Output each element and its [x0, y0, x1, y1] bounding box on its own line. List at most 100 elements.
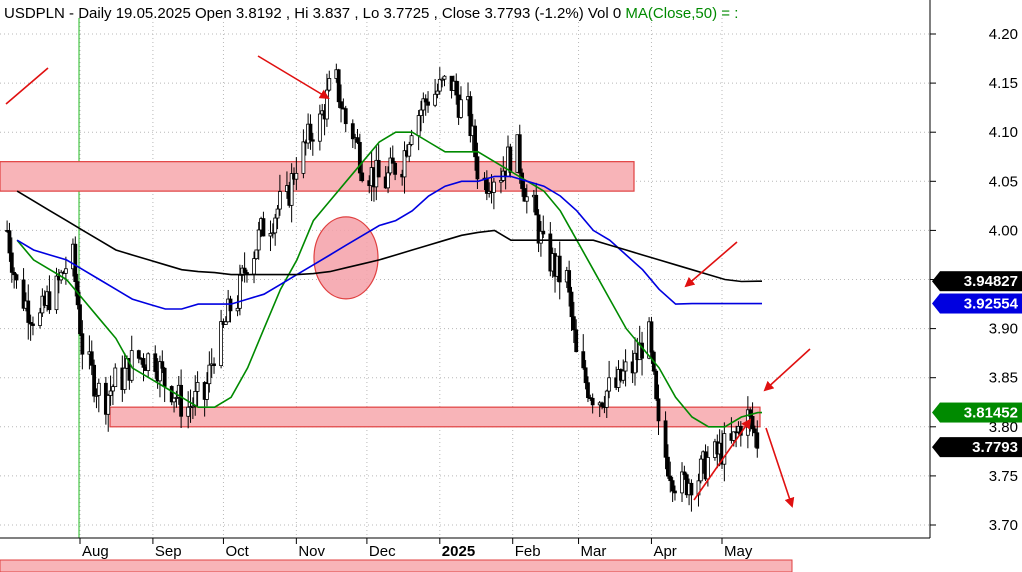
candle-body [235, 307, 240, 312]
header-date: 19.05.2025 [116, 5, 191, 22]
candle-body [158, 361, 162, 382]
candle-body [357, 141, 362, 174]
candle-body [310, 139, 315, 142]
header-close-label: Close [442, 5, 480, 22]
candle-body [623, 361, 628, 372]
x-tick-label: Apr [653, 543, 676, 560]
candle-body [499, 180, 503, 183]
candle-body [350, 123, 355, 140]
candle-body [640, 342, 644, 359]
price-tag-label: 3.7793 [972, 439, 1018, 456]
candle-body [275, 208, 280, 219]
candle-body [454, 80, 459, 96]
candle-body [343, 108, 348, 125]
candle-body [172, 397, 176, 403]
candle-body [581, 351, 586, 369]
candle-body [571, 316, 576, 331]
price-tag-pointer [932, 271, 940, 292]
header-vol-label: Vol [588, 5, 609, 22]
x-tick-label: May [724, 543, 753, 560]
annotation-arrow [257, 55, 330, 100]
candle-body [89, 351, 94, 366]
chart-header: USDPLN - Daily 19.05.2025 Open 3.8192 , … [4, 5, 738, 22]
candle-body [327, 78, 332, 91]
y-tick-label: 3.75 [989, 468, 1018, 485]
candle-body [668, 475, 673, 482]
candle-body [205, 383, 209, 400]
candle-body [750, 416, 755, 430]
candle-body [423, 98, 428, 103]
candle-body [108, 390, 113, 396]
price-tag [940, 437, 1022, 458]
candle-body [468, 96, 473, 137]
candle-body [522, 188, 527, 202]
candle-body [583, 367, 588, 384]
candle-body [604, 390, 609, 408]
candle-body [419, 109, 423, 116]
candle-body [534, 194, 539, 216]
annotation-arrow [684, 241, 738, 288]
y-tick-label: 4.05 [989, 173, 1018, 190]
candle-body [336, 69, 341, 103]
price-tag [940, 293, 1022, 314]
candle-body [666, 456, 670, 477]
candle-body [294, 172, 299, 180]
candle-body [437, 78, 442, 92]
candle-body [256, 229, 261, 251]
candle-body [473, 125, 477, 158]
candle-body [421, 98, 426, 111]
candle-body [435, 90, 440, 95]
annotation-arrow [5, 67, 49, 105]
zones [0, 161, 793, 572]
candle-body [569, 291, 574, 318]
price-tag-pointer [932, 293, 940, 314]
candle-body [386, 172, 390, 189]
candle-body [270, 232, 275, 235]
price-tag [940, 402, 1022, 423]
candle-body [409, 135, 414, 145]
header-symbol: USDPLN [4, 5, 65, 22]
candle-body [92, 364, 97, 397]
candle-body [141, 358, 146, 368]
candle-body [755, 432, 760, 449]
candle-body [442, 75, 447, 80]
candle-body [122, 367, 127, 390]
candle-body [26, 300, 31, 323]
candle-body [705, 457, 710, 480]
candle-body [242, 267, 247, 273]
x-tick-label: Aug [82, 543, 109, 560]
y-tick-label: 4.00 [989, 222, 1018, 239]
header-lo-label: Lo [363, 5, 380, 22]
candle-body [670, 480, 675, 492]
candle-body [14, 274, 19, 281]
candle-body [607, 377, 612, 392]
candle-body [169, 386, 174, 403]
x-tick-label: Nov [298, 543, 325, 560]
candle-body [673, 490, 677, 494]
price-tags: 3.94827 3.92554 3.81452 3.7793 [932, 271, 1022, 458]
candle-body [407, 144, 412, 157]
candle-body [31, 323, 35, 326]
candle-body [325, 89, 329, 120]
candle-body [223, 321, 228, 325]
candle-body [621, 370, 626, 381]
candle-body [689, 482, 694, 496]
candle-body [174, 397, 179, 399]
candle-body [491, 181, 496, 193]
candle-body [136, 350, 141, 359]
candle-body [753, 428, 757, 434]
candle-body [339, 101, 343, 109]
candle-body [475, 156, 480, 180]
candle-body [416, 115, 421, 137]
candle-body [317, 113, 322, 142]
candle-body [195, 382, 200, 392]
candle-body [254, 249, 259, 260]
ma-black-line [16, 190, 762, 283]
bottom-panel-strip [0, 559, 793, 572]
x-tick-label: 2025 [442, 543, 475, 560]
candle-body [393, 162, 398, 175]
candle-body [590, 397, 595, 406]
candle-body [28, 322, 33, 325]
candle-body [96, 382, 101, 396]
